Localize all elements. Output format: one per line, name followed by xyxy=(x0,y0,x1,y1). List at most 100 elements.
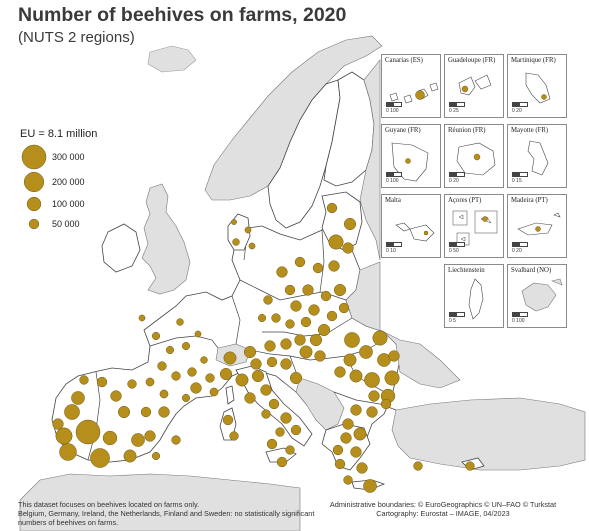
turkey xyxy=(391,397,586,471)
beehive-circle xyxy=(280,412,292,424)
mayotte-shape xyxy=(527,140,549,176)
beehive-circle xyxy=(171,435,181,445)
inset-martinique: Martinique (FR) 0 20 xyxy=(507,54,567,118)
beehive-circle xyxy=(96,376,108,388)
beehive-circle xyxy=(380,398,392,410)
legend-circle xyxy=(21,144,47,170)
beehive-circle xyxy=(176,318,184,326)
footer-note: This dataset focuses on beehives located… xyxy=(18,500,315,527)
beehive-circle xyxy=(55,427,73,445)
beehive-circle xyxy=(285,319,295,329)
beehive-circle xyxy=(350,404,362,416)
beehive-circle xyxy=(165,345,175,355)
beehive-circle xyxy=(190,382,202,394)
inset-scale-madeira: 0 20 xyxy=(512,242,528,254)
beehive-circle xyxy=(372,330,388,346)
ireland xyxy=(101,223,141,273)
beehive-circle xyxy=(276,456,288,468)
malta-shape xyxy=(395,222,435,242)
beehive-circle xyxy=(110,390,122,402)
inset-scale-martinique: 0 20 xyxy=(512,102,528,114)
beehive-circle xyxy=(59,443,77,461)
beehive-circle xyxy=(223,351,237,365)
beehive-circle xyxy=(338,302,350,314)
iceland xyxy=(147,45,197,73)
beehive-circle xyxy=(71,391,85,405)
beehive-circle xyxy=(334,366,346,378)
beehive-circle xyxy=(356,462,368,474)
beehive-circle xyxy=(144,430,156,442)
beehive-circle xyxy=(102,430,118,446)
beehive-circle xyxy=(302,284,314,296)
beehive-circle xyxy=(90,448,110,468)
beehive-circle xyxy=(328,260,340,272)
beehive-circle xyxy=(275,427,285,437)
beehive-circle xyxy=(268,398,280,410)
legend-circle xyxy=(26,196,42,212)
beehive-circle xyxy=(413,461,423,471)
inset-label-guadeloupe: Guadeloupe (FR) xyxy=(448,57,496,64)
inset-label-acores: Açores (PT) xyxy=(448,197,482,204)
beehive-circle xyxy=(343,353,357,367)
western-balkans xyxy=(295,377,345,431)
beehive-circle xyxy=(364,372,380,388)
inset-acores: Açores (PT) 0 50 xyxy=(444,194,504,258)
inset-liechtenstein: Liechtenstein 0 5 xyxy=(444,264,504,328)
beehive-circle xyxy=(344,332,360,348)
beehive-circle xyxy=(343,475,353,485)
beehive-circle xyxy=(229,431,239,441)
beehive-circle xyxy=(263,295,273,305)
beehive-circle xyxy=(244,226,252,234)
inset-mayotte: Mayotte (FR) 0 15 xyxy=(507,124,567,188)
beehive-circle xyxy=(333,283,347,297)
beehive-circle xyxy=(285,445,295,455)
beehive-circle xyxy=(328,234,344,250)
liechtenstein-shape xyxy=(468,278,484,320)
beehive-circle xyxy=(388,350,400,362)
beehive-circle xyxy=(64,404,80,420)
beehive-circle xyxy=(290,424,302,436)
inset-scale-reunion: 0 20 xyxy=(449,172,465,184)
inset-guadeloupe: Guadeloupe (FR) 0 25 xyxy=(444,54,504,118)
beehive-circle xyxy=(349,369,363,383)
north-africa xyxy=(19,473,301,531)
beehive-circle xyxy=(350,446,362,458)
beehive-circle xyxy=(359,345,373,359)
inset-madeira: Madeira (PT) 0 20 xyxy=(507,194,567,258)
beehive-circle xyxy=(308,304,320,316)
beehive-circle xyxy=(465,461,475,471)
beehive-circle xyxy=(266,438,278,450)
inset-scale-malta: 0 10 xyxy=(386,242,402,254)
legend-title: EU = 8.1 million xyxy=(20,128,98,140)
beehive-circle xyxy=(157,361,167,371)
beehive-circle xyxy=(209,387,219,397)
inset-guyane: Guyane (FR) 0 100 xyxy=(381,124,441,188)
beehive-circle xyxy=(289,371,303,385)
inset-label-martinique: Martinique (FR) xyxy=(511,57,556,64)
beehive-circle xyxy=(232,238,240,246)
inset-scale-canarias: 0 100 xyxy=(386,102,402,114)
madeira-shape xyxy=(517,212,561,236)
inset-scale-guadeloupe: 0 25 xyxy=(449,102,465,114)
beehive-circle xyxy=(309,333,323,347)
map-subtitle: (NUTS 2 regions) xyxy=(18,29,135,46)
reunion-shape xyxy=(456,142,496,176)
beehive-circle xyxy=(294,334,306,346)
beehive-circle xyxy=(342,242,354,254)
beehive-circle xyxy=(368,390,380,402)
beehive-circle xyxy=(260,384,272,396)
beehive-circle xyxy=(312,262,324,274)
beehive-circle xyxy=(171,371,181,381)
legend-label-200k: 200 000 xyxy=(52,177,85,187)
beehive-circle xyxy=(200,356,208,364)
beehive-circle xyxy=(181,393,191,403)
beehive-circle xyxy=(250,358,262,370)
legend-label-50k: 50 000 xyxy=(52,219,80,229)
beehive-circle xyxy=(222,414,234,426)
united-kingdom xyxy=(141,183,191,295)
guadeloupe-shape xyxy=(458,74,492,96)
beehive-circle xyxy=(280,338,292,350)
inset-label-guyane: Guyane (FR) xyxy=(385,127,421,134)
map-title: Number of beehives on farms, 2020 xyxy=(18,4,347,26)
beehive-circle xyxy=(75,419,101,445)
